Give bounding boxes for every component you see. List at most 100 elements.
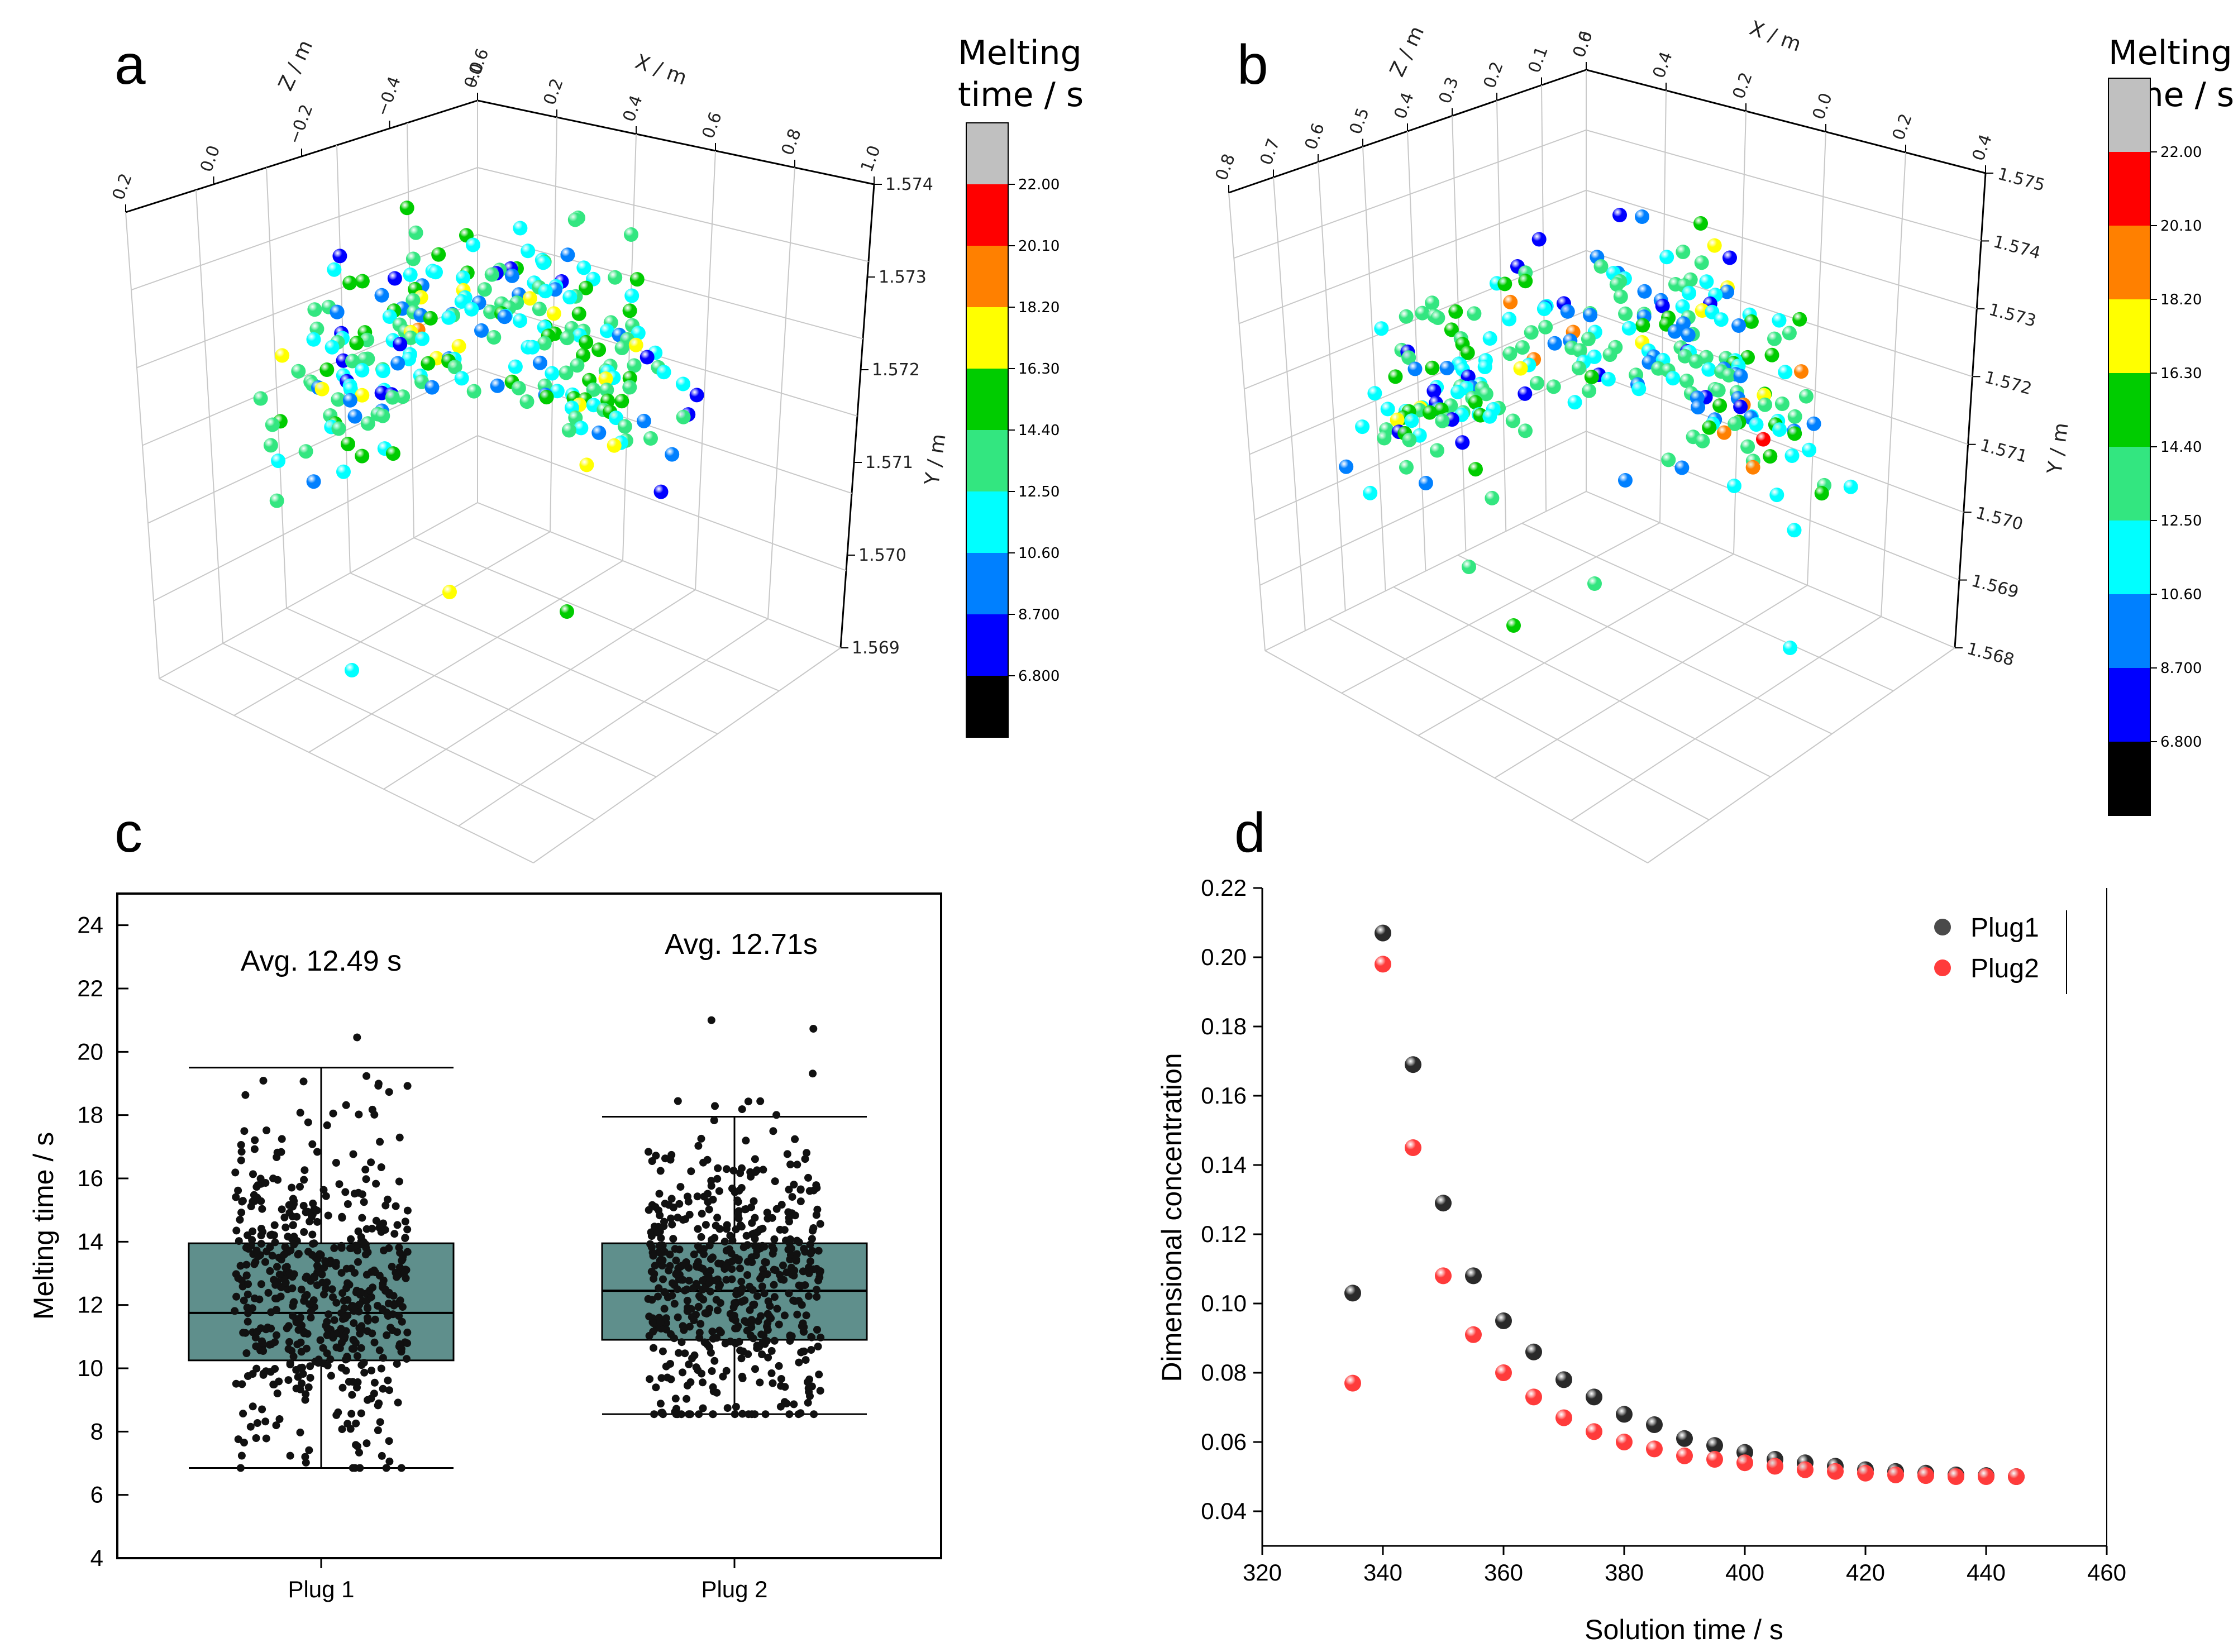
- c-jitter-point: [376, 1138, 384, 1146]
- particle-sphere: [1767, 331, 1782, 346]
- d-y-axis-title: Dimensional concentration: [1156, 1053, 1187, 1382]
- d-point-plug2: [1767, 1458, 1783, 1475]
- particle-sphere: [298, 444, 313, 459]
- b-gridlines: [1233, 85, 1982, 821]
- d-point-plug2: [2008, 1468, 2025, 1485]
- c-jitter-point: [237, 1452, 246, 1460]
- axis-tick-label: 0.4: [1969, 132, 1996, 164]
- d-y-tick-label: 0.04: [1201, 1498, 1247, 1524]
- colorbar-swatch: [2108, 521, 2150, 594]
- particle-sphere: [622, 303, 637, 318]
- c-jitter-point: [254, 1181, 262, 1190]
- particle-sphere: [325, 340, 340, 355]
- b-y-axis-title: Y / m: [2043, 421, 2073, 476]
- gridline: [266, 167, 287, 609]
- c-jitter-point: [741, 1205, 749, 1214]
- c-jitter-point: [300, 1228, 308, 1236]
- c-jitter-point: [244, 1317, 252, 1326]
- particle-sphere: [466, 237, 480, 252]
- c-jitter-point: [381, 1201, 390, 1210]
- particle-sphere: [513, 221, 528, 236]
- c-jitter-point: [397, 1464, 405, 1472]
- d-legend-label-plug2: Plug2: [1970, 954, 2039, 983]
- colorbar-tick-label: 14.40: [1018, 422, 1060, 439]
- particle-sphere: [395, 389, 411, 404]
- c-jitter-point: [355, 1110, 363, 1119]
- c-jitter-point: [694, 1366, 702, 1374]
- c-jitter-point: [650, 1410, 658, 1419]
- c-jitter-point: [732, 1225, 740, 1234]
- axis-tick-label: 0.6: [1569, 28, 1597, 60]
- particle-sphere: [1655, 298, 1670, 313]
- particle-sphere: [511, 380, 526, 395]
- c-jitter-point: [398, 1317, 406, 1326]
- c-jitter-point: [338, 1289, 347, 1297]
- c-jitter-point: [363, 1304, 371, 1312]
- particle-sphere: [643, 431, 658, 446]
- axis-tick-label: 1.570: [858, 546, 906, 565]
- particle-sphere: [1601, 372, 1616, 386]
- c-jitter-point: [307, 1307, 315, 1316]
- c-jitter-point: [700, 1250, 708, 1258]
- particle-sphere: [1536, 302, 1552, 316]
- particle-sphere: [405, 293, 421, 308]
- c-jitter-point: [791, 1135, 799, 1143]
- c-jitter-point: [338, 1383, 347, 1392]
- c-jitter-point: [685, 1322, 694, 1331]
- c-jitter-point: [645, 1331, 653, 1340]
- c-jitter-point: [696, 1320, 705, 1328]
- c-jitter-point: [658, 1347, 667, 1355]
- c-jitter-point: [382, 1464, 390, 1472]
- particle-sphere: [1602, 347, 1617, 362]
- c-jitter-point: [685, 1410, 693, 1419]
- d-point-plug1: [1676, 1430, 1693, 1447]
- c-jitter-point: [266, 1368, 275, 1376]
- colorbar-tick-label: 16.30: [2160, 365, 2202, 382]
- particle-sphere: [1581, 332, 1596, 346]
- colorbar-tick-label: 20.10: [2160, 218, 2202, 235]
- d-point-plug1: [1465, 1267, 1482, 1285]
- d-point-plug1: [1706, 1437, 1723, 1454]
- c-jitter-point: [715, 1225, 724, 1233]
- c-jitter-point: [232, 1379, 240, 1388]
- c-jitter-point: [322, 1285, 330, 1293]
- colorbar-swatch: [2108, 742, 2150, 815]
- particle-sphere: [1478, 386, 1493, 402]
- c-jitter-point: [403, 1355, 411, 1363]
- c-jitter-point: [671, 1395, 680, 1403]
- c-jitter-point: [783, 1150, 791, 1158]
- c-jitter-point: [242, 1349, 251, 1357]
- c-jitter-point: [301, 1453, 309, 1461]
- c-jitter-point: [733, 1324, 741, 1333]
- c-jitter-point: [355, 1448, 363, 1457]
- d-point-plug2: [1887, 1466, 1904, 1483]
- c-jitter-point: [316, 1336, 325, 1344]
- c-jitter-point: [281, 1243, 289, 1251]
- particle-sphere: [1618, 306, 1633, 321]
- c-jitter-point: [343, 1200, 352, 1208]
- particle-sphere: [1444, 322, 1459, 337]
- particle-sphere: [1675, 299, 1690, 314]
- c-y-tick-label: 8: [90, 1418, 103, 1444]
- d-y-tick-label: 0.10: [1201, 1290, 1247, 1316]
- c-jitter-point: [786, 1331, 794, 1340]
- c-jitter-point: [720, 1238, 729, 1246]
- c-jitter-point: [337, 1325, 345, 1333]
- particle-sphere: [656, 365, 671, 380]
- c-jitter-point: [710, 1116, 718, 1125]
- c-jitter-point: [679, 1216, 687, 1224]
- gridline: [1362, 146, 1386, 591]
- gridline: [286, 608, 657, 777]
- c-jitter-point: [232, 1226, 241, 1235]
- c-y-tick-label: 12: [77, 1292, 103, 1318]
- particle-sphere: [1772, 422, 1787, 437]
- particle-sphere: [1769, 488, 1784, 503]
- c-jitter-point: [659, 1410, 667, 1419]
- particle-sphere: [1712, 398, 1728, 413]
- c-jitter-point: [246, 1422, 255, 1431]
- particle-sphere: [1806, 416, 1821, 431]
- c-jitter-point: [280, 1213, 289, 1221]
- c-jitter-point: [770, 1336, 779, 1345]
- c-jitter-point: [294, 1250, 302, 1259]
- c-jitter-point: [713, 1214, 722, 1222]
